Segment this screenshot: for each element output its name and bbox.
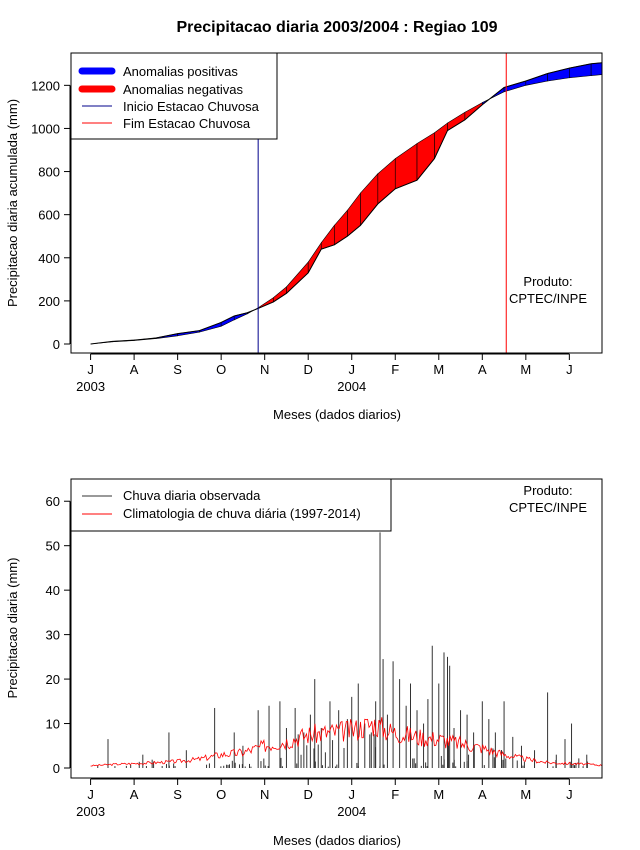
top-y-tick-label: 0 bbox=[53, 337, 60, 352]
bottom-x-tick-label: M bbox=[433, 787, 444, 802]
bottom-x-tick-label: S bbox=[173, 787, 182, 802]
bottom-year-label: 2003 bbox=[76, 804, 105, 819]
bottom-year-label: 2004 bbox=[337, 804, 366, 819]
top-x-tick-label: M bbox=[433, 362, 444, 377]
bottom-y-tick-label: 10 bbox=[46, 717, 60, 732]
top-x-tick-label: A bbox=[130, 362, 139, 377]
bottom-y-tick-label: 50 bbox=[46, 539, 60, 554]
bottom-annotation-line2: CPTEC/INPE bbox=[509, 500, 587, 515]
observed-cumulative-line bbox=[90, 62, 603, 345]
bottom-x-tick-label: O bbox=[216, 787, 226, 802]
anomaly-segment bbox=[334, 209, 348, 246]
climatology-line bbox=[90, 717, 603, 767]
top-chart: 0 200 400 600 800 1000 1200 J A S O N D J F M A M J 2003 20… bbox=[5, 52, 603, 422]
anomaly-segment bbox=[416, 132, 435, 182]
top-y-axis: 0 200 400 600 800 1000 1200 bbox=[31, 78, 71, 352]
bottom-y-tick-label: 40 bbox=[46, 583, 60, 598]
anomaly-segment bbox=[360, 172, 379, 227]
bottom-y-tick-label: 60 bbox=[46, 494, 60, 509]
bottom-x-axis-label: Meses (dados diarios) bbox=[273, 833, 401, 848]
bottom-x-tick-label: N bbox=[260, 787, 269, 802]
bottom-x-axis: J A S O N D J F M A M J 2003 2004 bbox=[76, 778, 573, 819]
top-chart-title: Precipitacao diaria 2003/2004 : Regiao 1… bbox=[176, 19, 497, 36]
legend-label-negative: Anomalias negativas bbox=[123, 82, 243, 97]
bottom-y-axis: 0 10 20 30 40 50 60 bbox=[46, 494, 71, 776]
bottom-legend: Chuva diaria observada Climatologia de c… bbox=[70, 478, 392, 532]
bottom-x-tick-label: J bbox=[566, 787, 573, 802]
top-year-label: 2004 bbox=[337, 379, 366, 394]
climatology-line-group bbox=[90, 717, 603, 767]
top-series-lines bbox=[90, 62, 603, 345]
top-y-axis-label: Precipitacao diaria acumulada (mm) bbox=[5, 99, 20, 307]
top-annotation-line1: Produto: bbox=[523, 274, 572, 289]
top-y-tick-label: 400 bbox=[38, 251, 60, 266]
anomaly-segment bbox=[590, 62, 603, 76]
legend-label-observed: Chuva diaria observada bbox=[123, 488, 261, 503]
top-x-tick-label: S bbox=[173, 362, 182, 377]
anomaly-segment bbox=[394, 142, 418, 190]
top-x-axis-label: Meses (dados diarios) bbox=[273, 407, 401, 422]
anomaly-segment bbox=[347, 192, 361, 237]
top-x-tick-label: J bbox=[566, 362, 573, 377]
legend-label-start: Inicio Estacao Chuvosa bbox=[123, 99, 260, 114]
top-x-tick-label: F bbox=[391, 362, 399, 377]
top-x-tick-label: J bbox=[87, 362, 94, 377]
anomaly-segment bbox=[286, 261, 309, 295]
top-legend: Anomalias positivas Anomalias negativas … bbox=[70, 52, 278, 140]
top-plot-frame bbox=[70, 52, 603, 354]
bottom-legend-box bbox=[70, 478, 392, 532]
top-y-tick-label: 200 bbox=[38, 294, 60, 309]
legend-label-positive: Anomalias positivas bbox=[123, 64, 238, 79]
top-y-tick-label: 600 bbox=[38, 208, 60, 223]
bottom-x-tick-label: J bbox=[348, 787, 355, 802]
top-y-tick-label: 800 bbox=[38, 165, 60, 180]
anomaly-segment bbox=[233, 312, 248, 321]
top-x-tick-label: M bbox=[520, 362, 531, 377]
bottom-x-tick-label: M bbox=[520, 787, 531, 802]
top-x-tick-label: N bbox=[260, 362, 269, 377]
bottom-y-axis-label: Precipitacao diaria (mm) bbox=[5, 558, 20, 699]
top-x-tick-label: J bbox=[348, 362, 355, 377]
top-legend-box bbox=[70, 52, 278, 140]
bottom-y-tick-label: 30 bbox=[46, 628, 60, 643]
bottom-x-tick-label: A bbox=[130, 787, 139, 802]
top-x-tick-label: D bbox=[304, 362, 313, 377]
bottom-x-tick-label: F bbox=[391, 787, 399, 802]
legend-label-end: Fim Estacao Chuvosa bbox=[123, 116, 251, 131]
top-year-label: 2003 bbox=[76, 379, 105, 394]
top-x-tick-label: A bbox=[478, 362, 487, 377]
legend-label-climatology: Climatologia de chuva diária (1997-2014) bbox=[123, 506, 361, 521]
anomaly-segment bbox=[547, 67, 570, 82]
bottom-x-tick-label: A bbox=[478, 787, 487, 802]
bottom-x-tick-label: D bbox=[304, 787, 313, 802]
bottom-x-tick-label: J bbox=[87, 787, 94, 802]
anomaly-segment bbox=[377, 157, 396, 205]
top-annotation-line2: CPTEC/INPE bbox=[509, 291, 587, 306]
bottom-chart: 0 10 20 30 40 50 60 J A S O N D J F M A M J 2003 2004 Chuva… bbox=[5, 478, 603, 848]
bottom-annotation-line1: Produto: bbox=[523, 483, 572, 498]
top-y-tick-label: 1200 bbox=[31, 78, 60, 93]
top-y-tick-label: 1000 bbox=[31, 121, 60, 136]
top-x-tick-label: O bbox=[216, 362, 226, 377]
bottom-y-tick-label: 0 bbox=[53, 761, 60, 776]
bottom-y-tick-label: 20 bbox=[46, 672, 60, 687]
top-x-axis: J A S O N D J F M A M J 2003 2004 bbox=[76, 353, 573, 394]
